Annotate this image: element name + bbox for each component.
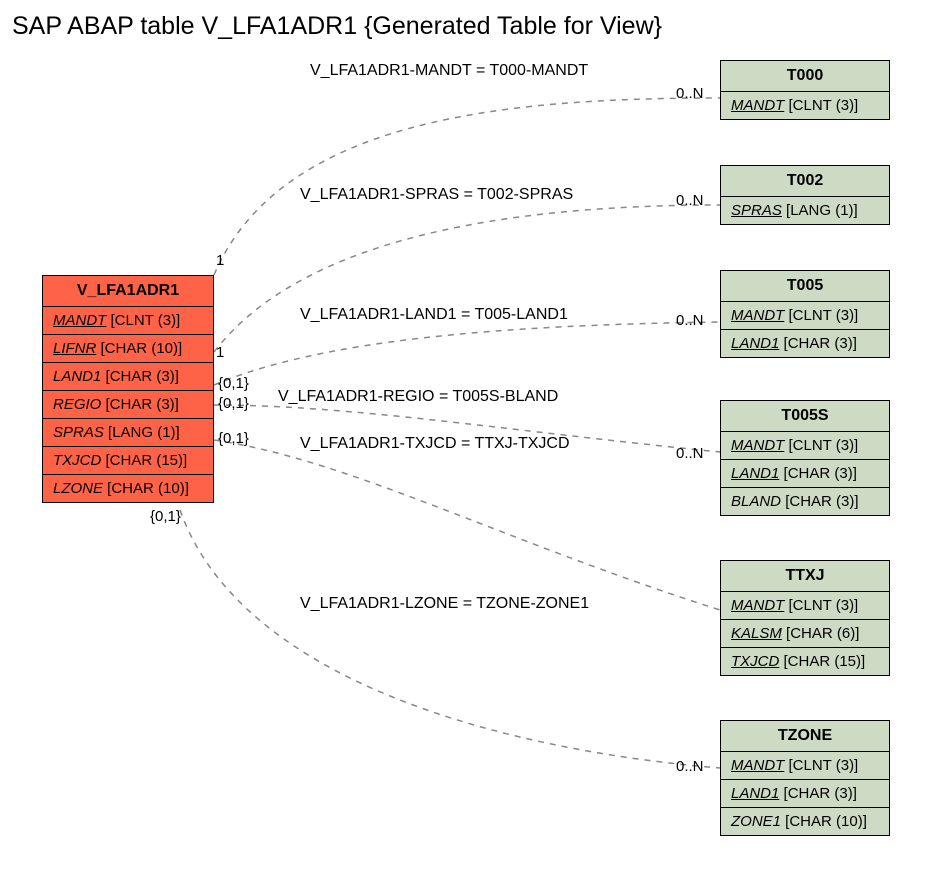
field-type: [CHAR (3)] [101, 368, 179, 385]
entity-field: TXJCD [CHAR (15)] [721, 648, 889, 675]
cardinality-left: {0,1} [218, 430, 249, 447]
entity-t000: T000MANDT [CLNT (3)] [720, 60, 890, 120]
field-name: TXJCD [731, 653, 779, 670]
relation-label: V_LFA1ADR1-LZONE = TZONE-ZONE1 [300, 595, 589, 613]
field-name: MANDT [731, 97, 784, 114]
field-type: [LANG (1)] [782, 202, 858, 219]
entity-field: LAND1 [CHAR (3)] [721, 460, 889, 488]
field-name: MANDT [731, 307, 784, 324]
entity-header: T002 [721, 166, 889, 197]
field-name: LAND1 [53, 368, 101, 385]
cardinality-left: 1 [216, 344, 224, 361]
entity-field: SPRAS [LANG (1)] [43, 419, 213, 447]
entity-field: LIFNR [CHAR (10)] [43, 335, 213, 363]
field-type: [CLNT (3)] [784, 307, 858, 324]
field-type: [CHAR (10)] [781, 813, 867, 830]
relation-label: V_LFA1ADR1-SPRAS = T002-SPRAS [300, 186, 573, 204]
field-name: MANDT [731, 597, 784, 614]
field-type: [CHAR (3)] [781, 493, 859, 510]
field-name: TXJCD [53, 452, 101, 469]
field-type: [CHAR (10)] [96, 340, 182, 357]
entity-header: TZONE [721, 721, 889, 752]
relation-edge [214, 440, 720, 610]
field-type: [CLNT (3)] [784, 437, 858, 454]
entity-field: ZONE1 [CHAR (10)] [721, 808, 889, 835]
relation-edge [214, 205, 720, 352]
field-type: [CHAR (3)] [779, 785, 857, 802]
cardinality-left: 1 [216, 252, 224, 269]
field-name: REGIO [53, 396, 101, 413]
field-name: SPRAS [53, 424, 104, 441]
entity-field: LZONE [CHAR (10)] [43, 475, 213, 502]
entity-field: SPRAS [LANG (1)] [721, 197, 889, 224]
entity-field: LAND1 [CHAR (3)] [721, 780, 889, 808]
relation-edge [214, 322, 720, 385]
entity-field: LAND1 [CHAR (3)] [721, 330, 889, 357]
relation-edge [180, 510, 720, 768]
field-type: [CHAR (15)] [779, 653, 865, 670]
field-name: KALSM [731, 625, 782, 642]
field-name: MANDT [53, 312, 106, 329]
entity-header: T000 [721, 61, 889, 92]
field-type: [CLNT (3)] [784, 97, 858, 114]
entity-field: MANDT [CLNT (3)] [721, 752, 889, 780]
entity-field: BLAND [CHAR (3)] [721, 488, 889, 515]
field-name: SPRAS [731, 202, 782, 219]
entity-field: REGIO [CHAR (3)] [43, 391, 213, 419]
entity-field: MANDT [CLNT (3)] [721, 92, 889, 119]
field-name: BLAND [731, 493, 781, 510]
field-name: LAND1 [731, 785, 779, 802]
field-name: ZONE1 [731, 813, 781, 830]
entity-header: T005 [721, 271, 889, 302]
entity-t005: T005MANDT [CLNT (3)]LAND1 [CHAR (3)] [720, 270, 890, 358]
field-type: [CHAR (3)] [779, 465, 857, 482]
entity-v_lfa1adr1: V_LFA1ADR1MANDT [CLNT (3)]LIFNR [CHAR (1… [42, 275, 214, 503]
entity-field: MANDT [CLNT (3)] [721, 432, 889, 460]
field-type: [CHAR (3)] [101, 396, 179, 413]
cardinality-right: 0..N [676, 85, 704, 102]
field-type: [CLNT (3)] [784, 757, 858, 774]
relation-label: V_LFA1ADR1-LAND1 = T005-LAND1 [300, 306, 568, 324]
cardinality-right: 0..N [676, 758, 704, 775]
field-name: LZONE [53, 480, 103, 497]
field-name: LIFNR [53, 340, 96, 357]
field-name: LAND1 [731, 335, 779, 352]
field-type: [CHAR (10)] [103, 480, 189, 497]
cardinality-right: 0..N [676, 445, 704, 462]
field-type: [LANG (1)] [104, 424, 180, 441]
entity-field: LAND1 [CHAR (3)] [43, 363, 213, 391]
entity-t002: T002SPRAS [LANG (1)] [720, 165, 890, 225]
relation-label: V_LFA1ADR1-REGIO = T005S-BLAND [278, 388, 558, 406]
field-type: [CHAR (15)] [101, 452, 187, 469]
field-type: [CLNT (3)] [106, 312, 180, 329]
entity-ttxj: TTXJMANDT [CLNT (3)]KALSM [CHAR (6)]TXJC… [720, 560, 890, 676]
cardinality-right: 0..N [676, 192, 704, 209]
entity-tzone: TZONEMANDT [CLNT (3)]LAND1 [CHAR (3)]ZON… [720, 720, 890, 836]
cardinality-right: 0..N [676, 312, 704, 329]
entity-header: TTXJ [721, 561, 889, 592]
field-name: LAND1 [731, 465, 779, 482]
cardinality-left: {0,1} [218, 375, 249, 392]
relation-label: V_LFA1ADR1-TXJCD = TTXJ-TXJCD [300, 435, 570, 453]
entity-field: MANDT [CLNT (3)] [43, 307, 213, 335]
entity-t005s: T005SMANDT [CLNT (3)]LAND1 [CHAR (3)]BLA… [720, 400, 890, 516]
entity-header: T005S [721, 401, 889, 432]
field-type: [CHAR (3)] [779, 335, 857, 352]
field-name: MANDT [731, 757, 784, 774]
entity-header: V_LFA1ADR1 [43, 276, 213, 307]
er-diagram-canvas: SAP ABAP table V_LFA1ADR1 {Generated Tab… [0, 0, 932, 893]
entity-field: MANDT [CLNT (3)] [721, 302, 889, 330]
entity-field: KALSM [CHAR (6)] [721, 620, 889, 648]
diagram-title: SAP ABAP table V_LFA1ADR1 {Generated Tab… [12, 12, 662, 41]
cardinality-left: {0,1} [150, 508, 181, 525]
entity-field: MANDT [CLNT (3)] [721, 592, 889, 620]
field-type: [CLNT (3)] [784, 597, 858, 614]
entity-field: TXJCD [CHAR (15)] [43, 447, 213, 475]
relation-label: V_LFA1ADR1-MANDT = T000-MANDT [310, 62, 588, 80]
field-name: MANDT [731, 437, 784, 454]
cardinality-left: {0,1} [218, 395, 249, 412]
field-type: [CHAR (6)] [782, 625, 860, 642]
